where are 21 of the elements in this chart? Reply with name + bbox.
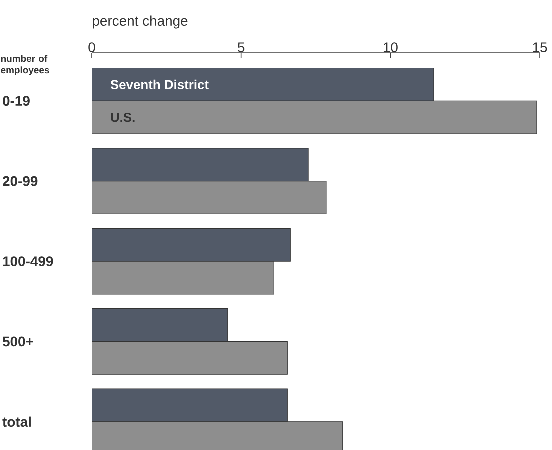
y-tick-label: total [2, 416, 31, 428]
bar [92, 228, 291, 262]
x-tick-label: 5 [238, 42, 245, 52]
y-tick-label: 500+ [2, 336, 34, 347]
y-tick-label: 100-499 [3, 256, 54, 266]
bar [92, 148, 309, 182]
x-axis-title: percent change [93, 16, 188, 29]
x-tick-label: 15 [533, 42, 548, 52]
y-tick-label: 20-99 [3, 176, 38, 186]
y-axis-title: number of employees [1, 55, 50, 76]
bar [92, 261, 274, 295]
bar [92, 68, 434, 102]
y-tick-label: 0-19 [3, 96, 30, 106]
bar [92, 181, 327, 215]
x-tick-label: 0 [88, 42, 96, 52]
series-label: Seventh District [110, 80, 209, 90]
bar [92, 100, 538, 134]
bar [92, 308, 228, 342]
x-tick-label: 10 [384, 42, 398, 52]
series-label: U.S. [111, 112, 135, 122]
bar [92, 341, 288, 375]
